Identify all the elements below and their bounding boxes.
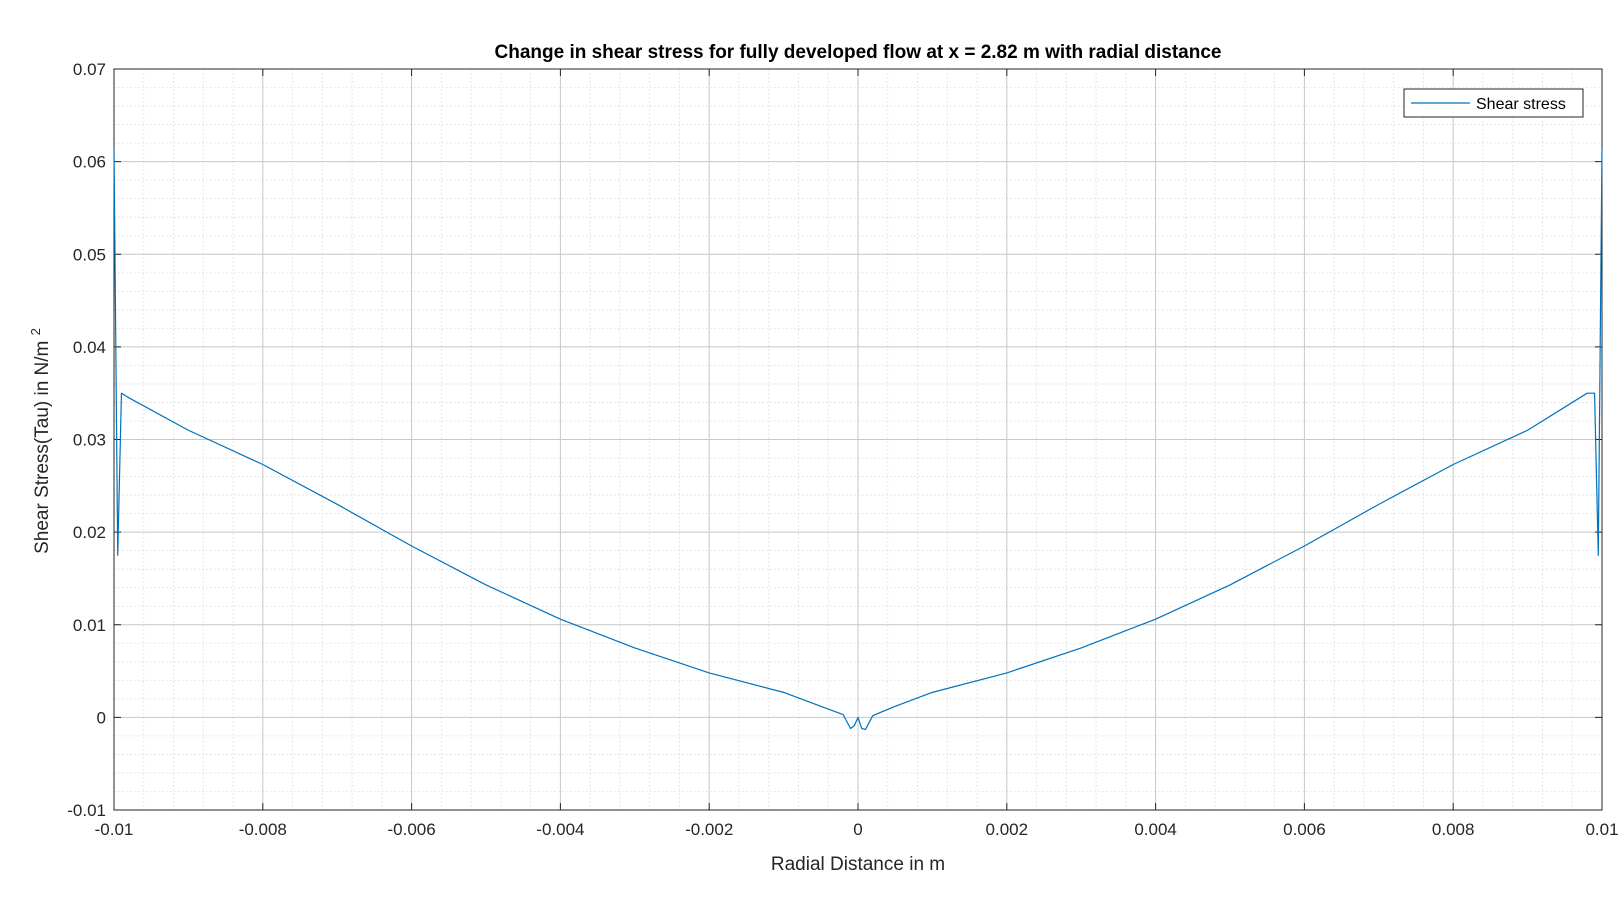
- x-tick-label: -0.008: [239, 820, 287, 839]
- x-tick-label: 0.008: [1432, 820, 1475, 839]
- x-tick-label: 0.01: [1585, 820, 1618, 839]
- x-tick-label: -0.006: [387, 820, 435, 839]
- x-tick-label: 0.002: [986, 820, 1029, 839]
- y-axis-label-superscript: 2: [28, 328, 43, 335]
- chart-title: Change in shear stress for fully develop…: [495, 42, 1222, 63]
- legend: Shear stress: [1403, 88, 1584, 118]
- y-tick-labels: -0.01 0 0.01 0.02 0.03 0.04 0.05 0.06 0.07: [67, 60, 106, 820]
- series-line-shear-stress: [113, 147, 1603, 731]
- legend-label-shear-stress: Shear stress: [1476, 96, 1566, 113]
- y-tick-label: 0.04: [73, 338, 106, 357]
- y-tick-label: 0.07: [73, 60, 106, 79]
- series-layer: [113, 147, 1603, 731]
- x-tick-label: -0.004: [536, 820, 584, 839]
- y-axis-label: Shear Stress(Tau) in N/m 2: [28, 328, 53, 554]
- x-tick-label: 0.004: [1134, 820, 1177, 839]
- y-axis-label-text: Shear Stress(Tau) in N/m: [32, 341, 53, 554]
- y-tick-label: 0.03: [73, 431, 106, 450]
- x-tick-label: -0.002: [685, 820, 733, 839]
- x-tick-label: 0: [853, 820, 862, 839]
- y-tick-label: 0.02: [73, 523, 106, 542]
- y-tick-label: 0: [97, 708, 106, 727]
- y-tick-label: 0.05: [73, 245, 106, 264]
- x-axis-label: Radial Distance in m: [771, 854, 945, 875]
- y-tick-label: 0.01: [73, 616, 106, 635]
- y-tick-label: 0.06: [73, 153, 106, 172]
- x-tick-labels: -0.01 -0.008 -0.006 -0.004 -0.002 0 0.002 0.004…: [95, 820, 1619, 839]
- y-tick-label: -0.01: [67, 801, 106, 820]
- x-tick-label: -0.01: [95, 820, 134, 839]
- x-tick-label: 0.006: [1283, 820, 1326, 839]
